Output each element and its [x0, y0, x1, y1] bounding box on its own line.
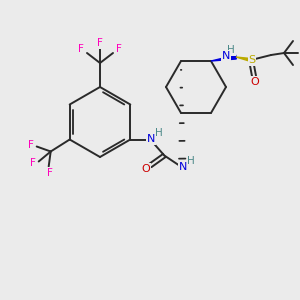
Text: F: F	[30, 158, 36, 167]
Text: F: F	[47, 167, 52, 178]
Polygon shape	[211, 55, 236, 61]
Text: H: H	[188, 157, 195, 166]
Text: H: H	[227, 45, 235, 55]
Text: N: N	[222, 51, 230, 61]
Text: F: F	[97, 38, 103, 48]
Text: F: F	[116, 44, 122, 54]
Text: S: S	[248, 55, 256, 65]
Text: N: N	[147, 134, 155, 145]
Text: F: F	[78, 44, 84, 54]
Text: H: H	[155, 128, 163, 139]
Polygon shape	[236, 57, 251, 61]
Text: F: F	[28, 140, 34, 149]
Text: O: O	[250, 77, 260, 87]
Text: N: N	[179, 163, 188, 172]
Text: O: O	[141, 164, 150, 173]
